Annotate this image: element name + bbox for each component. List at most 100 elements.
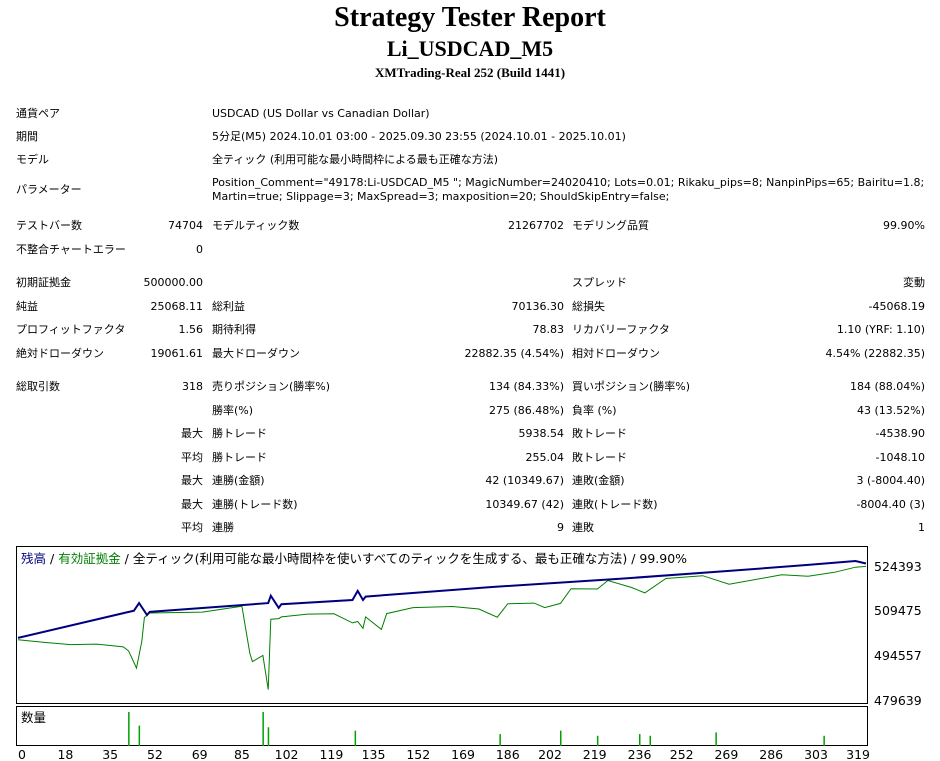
largest-loss-label: 敗トレード (572, 427, 627, 440)
x-tick-label: 102 (275, 747, 299, 761)
max-dd-label: 最大ドローダウン (212, 347, 300, 360)
volume-bar (560, 730, 562, 746)
symbol-value: USDCAD (US Dollar vs Canadian Dollar) (212, 107, 430, 120)
avg-prefix-2: 平均 (181, 521, 203, 534)
volume-bar (639, 734, 641, 746)
x-tick-label: 219 (583, 747, 607, 761)
x-tick-label: 119 (319, 747, 343, 761)
volume-bar (715, 732, 717, 746)
x-tick-label: 0 (18, 747, 26, 761)
x-tick-label: 286 (759, 747, 783, 761)
avg-prefix-1: 平均 (181, 451, 203, 464)
spread-label: スプレッド (572, 276, 627, 289)
cons-loss-trades-value: -8004.40 (3) (856, 498, 925, 511)
report-subtitle: Li_USDCAD_M5 (386, 36, 554, 61)
avg-loss-label: 敗トレード (572, 451, 627, 464)
largest-loss-value: -4538.90 (875, 427, 925, 440)
expected-value: 78.83 (532, 323, 565, 336)
win-rate-label: 勝率(%) (212, 404, 254, 417)
recovery-value: 1.10 (YRF: 1.10) (836, 323, 925, 336)
net-value: 25068.11 (150, 300, 204, 313)
x-tick-label: 35 (102, 747, 118, 761)
loss-rate-value: 43 (13.52%) (856, 404, 925, 417)
quality-label: モデリング品質 (572, 219, 649, 232)
chart-axes: 524393 509475 494557 479639 0 18 35 52 69 85 102 1… (18, 559, 922, 761)
abs-dd-label: 絶対ドローダウン (16, 347, 104, 360)
model-value: 全ティック (利用可能な最小時間枠による最も正確な方法) (212, 153, 499, 166)
volume-label: 数量 (21, 710, 46, 725)
y-tick-label: 494557 (874, 648, 922, 663)
symbol-label: 通貨ペア (16, 107, 60, 120)
x-tick-label: 269 (714, 747, 738, 761)
volume-bar (823, 735, 825, 746)
x-tick-label: 319 (846, 747, 870, 761)
balance-series-line (17, 559, 867, 639)
y-tick-label: 524393 (874, 559, 922, 574)
cons-win-trades-label: 連勝(トレード数) (212, 498, 298, 511)
quality-value: 99.90% (883, 219, 925, 232)
avg-cons-win-value: 9 (557, 521, 564, 534)
cons-loss-trades-label: 連敗(トレード数) (572, 498, 658, 511)
avg-cons-win-label: 連勝 (212, 521, 234, 534)
loss-rate-label: 負率 (%) (572, 404, 617, 417)
gross-loss-value: -45068.19 (868, 300, 925, 313)
x-tick-label: 69 (192, 747, 208, 761)
period-label: 期間 (16, 130, 38, 143)
x-tick-label: 303 (804, 747, 828, 761)
mismatch-label: 不整合チャートエラー (16, 243, 126, 256)
spread-value: 変動 (903, 276, 925, 289)
cons-loss-money-value: 3 (-8004.40) (856, 474, 925, 487)
x-tick-label: 236 (628, 747, 652, 761)
y-tick-label: 509475 (874, 603, 922, 618)
long-label: 買いポジション(勝率%) (572, 380, 691, 393)
gross-profit-value: 70136.30 (511, 300, 565, 313)
short-value: 134 (84.33%) (488, 380, 564, 393)
x-tick-label: 52 (147, 747, 163, 761)
max-prefix-1: 最大 (181, 427, 203, 440)
largest-win-label: 勝トレード (212, 427, 267, 440)
legend-balance: 残高 (21, 551, 46, 566)
gross-profit-label: 総利益 (212, 300, 245, 313)
long-value: 184 (88.04%) (849, 380, 925, 393)
expected-label: 期待利得 (212, 323, 256, 336)
y-tick-label: 479639 (874, 693, 922, 708)
period-value: 5分足(M5) 2024.10.01 03:00 - 2025.09.30 23… (212, 130, 626, 143)
bars-value: 74704 (168, 219, 203, 232)
short-label: 売りポジション(勝率%) (212, 380, 331, 393)
avg-win-value: 255.04 (525, 451, 565, 464)
cons-win-money-value: 42 (10349.67) (485, 474, 564, 487)
volume-bar (128, 712, 130, 746)
volume-bar (267, 727, 270, 746)
trades-value: 318 (182, 380, 203, 393)
cons-loss-money-label: 連敗(金額) (572, 474, 625, 487)
volume-bar (596, 735, 599, 746)
largest-win-value: 5938.54 (518, 427, 565, 440)
server-build: XMTrading-Real 252 (Build 1441) (374, 65, 566, 80)
avg-cons-loss-label: 連敗 (572, 521, 594, 534)
net-label: 純益 (16, 300, 38, 313)
max-dd-value: 22882.35 (4.54%) (464, 347, 564, 360)
legend-equity: 有効証拠金 (58, 551, 121, 566)
volume-frame (16, 706, 868, 746)
rel-dd-value: 4.54% (22882.35) (825, 347, 925, 360)
pf-value: 1.56 (178, 323, 204, 336)
chart-legend: 残高 / 有効証拠金 / 全ティック(利用可能な最小時間枠を使いすべてのティック… (21, 551, 687, 566)
recovery-label: リカバリーファクタ (572, 323, 670, 336)
params-line-2: Martin=true; Slippage=3; MaxSpread=3; ma… (212, 190, 670, 203)
params-line-1: Position_Comment="49178:Li-USDCAD_M5 "; … (212, 176, 925, 189)
volume-bars (128, 712, 825, 746)
model-label: モデル (16, 153, 49, 166)
x-tick-label: 252 (670, 747, 694, 761)
ticks-label: モデルティック数 (212, 219, 300, 232)
volume-bar (354, 730, 357, 746)
volume-bar (649, 735, 651, 746)
pf-label: プロフィットファクタ (16, 323, 126, 336)
params-label: パラメーター (16, 183, 82, 196)
abs-dd-value: 19061.61 (150, 347, 204, 360)
cons-win-money-label: 連勝(金額) (212, 474, 265, 487)
cons-win-trades-value: 10349.67 (42) (485, 498, 564, 511)
mismatch-value: 0 (196, 243, 203, 256)
volume-bar (262, 712, 264, 746)
ticks-value: 21267702 (508, 219, 564, 232)
deposit-label: 初期証拠金 (16, 276, 71, 289)
